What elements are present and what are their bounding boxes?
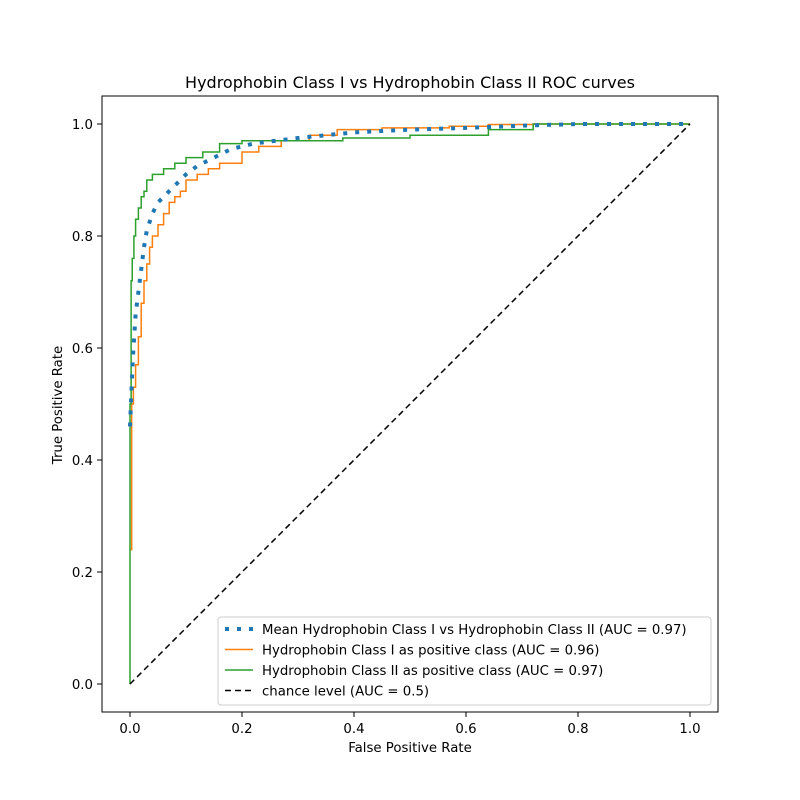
legend: Mean Hydrophobin Class I vs Hydrophobin … <box>217 616 712 706</box>
legend-entry: chance level (AUC = 0.5) <box>262 685 429 700</box>
x-tick-label: 0.8 <box>567 722 588 737</box>
y-tick-label: 0.8 <box>72 230 93 245</box>
y-tick-label: 0.0 <box>72 678 93 693</box>
axes-frame <box>101 95 719 713</box>
legend-entry: Hydrophobin Class I as positive class (A… <box>262 644 599 659</box>
chart-title: Hydrophobin Class I vs Hydrophobin Class… <box>185 73 635 92</box>
series-line-0 <box>128 122 690 427</box>
y-tick-label: 0.6 <box>72 342 93 357</box>
x-tick-label: 0.4 <box>343 722 364 737</box>
x-axis-ticks: 0.0 0.2 0.4 0.6 0.8 1.0 <box>119 712 701 737</box>
legend-entry: Mean Hydrophobin Class I vs Hydrophobin … <box>262 623 687 638</box>
legend-entry: Hydrophobin Class II as positive class (… <box>262 664 603 679</box>
series-line-1 <box>130 123 690 551</box>
x-tick-label: 0.6 <box>455 722 476 737</box>
series-line-3 <box>129 123 691 685</box>
x-tick-label: 1.0 <box>679 722 700 737</box>
x-axis-label: False Positive Rate <box>348 741 472 756</box>
y-axis-ticks: 0.0 0.2 0.4 0.6 0.8 1.0 <box>72 118 102 693</box>
x-tick-label: 0.0 <box>119 722 140 737</box>
y-tick-label: 1.0 <box>72 118 93 133</box>
y-tick-label: 0.2 <box>72 566 93 581</box>
x-tick-label: 0.2 <box>231 722 252 737</box>
legend-box <box>217 616 712 706</box>
y-axis-label: True Positive Rate <box>51 346 66 465</box>
plot-area <box>128 122 691 685</box>
y-tick-label: 0.4 <box>72 454 93 469</box>
series-line-2 <box>129 123 690 684</box>
